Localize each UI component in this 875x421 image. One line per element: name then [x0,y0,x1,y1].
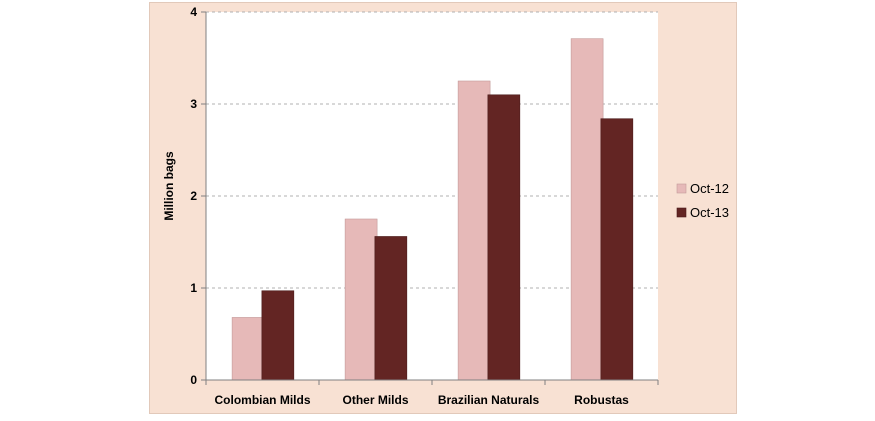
y-tick-label: 4 [190,5,197,19]
x-tick-label: Brazilian Naturals [438,393,540,407]
y-tick-label: 3 [190,97,197,111]
bar-oct-12-other-milds [344,218,378,381]
legend-label: Oct-13 [690,205,729,220]
legend-swatch [676,207,687,218]
legend-swatch [676,183,687,194]
y-axis-title: Million bags [162,151,176,221]
bar-oct-12-brazilian-naturals [457,80,491,381]
bar-oct-13-brazilian-naturals [487,94,521,381]
x-tick-labels: Colombian Milds Other Milds Brazilian Natu… [215,393,630,407]
y-tick-label: 0 [190,373,197,387]
bar-oct-12-robustas [570,38,604,381]
bar-oct-13-robustas [600,118,634,381]
axes [201,11,659,385]
x-tick-label: Colombian Milds [215,393,311,407]
y-tick-label: 1 [190,281,197,295]
bar-oct-13-other-milds [374,236,408,381]
legend-label: Oct-12 [690,181,729,196]
y-tick-label: 2 [190,189,197,203]
x-tick-label: Robustas [574,393,629,407]
x-tick-label: Other Milds [342,393,408,407]
bars [231,38,634,381]
bar-chart: 0 1 2 3 4 Colombian Milds Other Milds Brazilia… [162,5,729,407]
y-tick-labels: 0 1 2 3 4 [190,5,197,387]
legend: Oct-12 Oct-13 [676,181,729,220]
bar-oct-12-colombian-milds [231,317,265,381]
bar-oct-13-colombian-milds [261,290,295,381]
chart-frame: 0 1 2 3 4 Colombian Milds Other Milds Brazilia… [149,2,737,414]
